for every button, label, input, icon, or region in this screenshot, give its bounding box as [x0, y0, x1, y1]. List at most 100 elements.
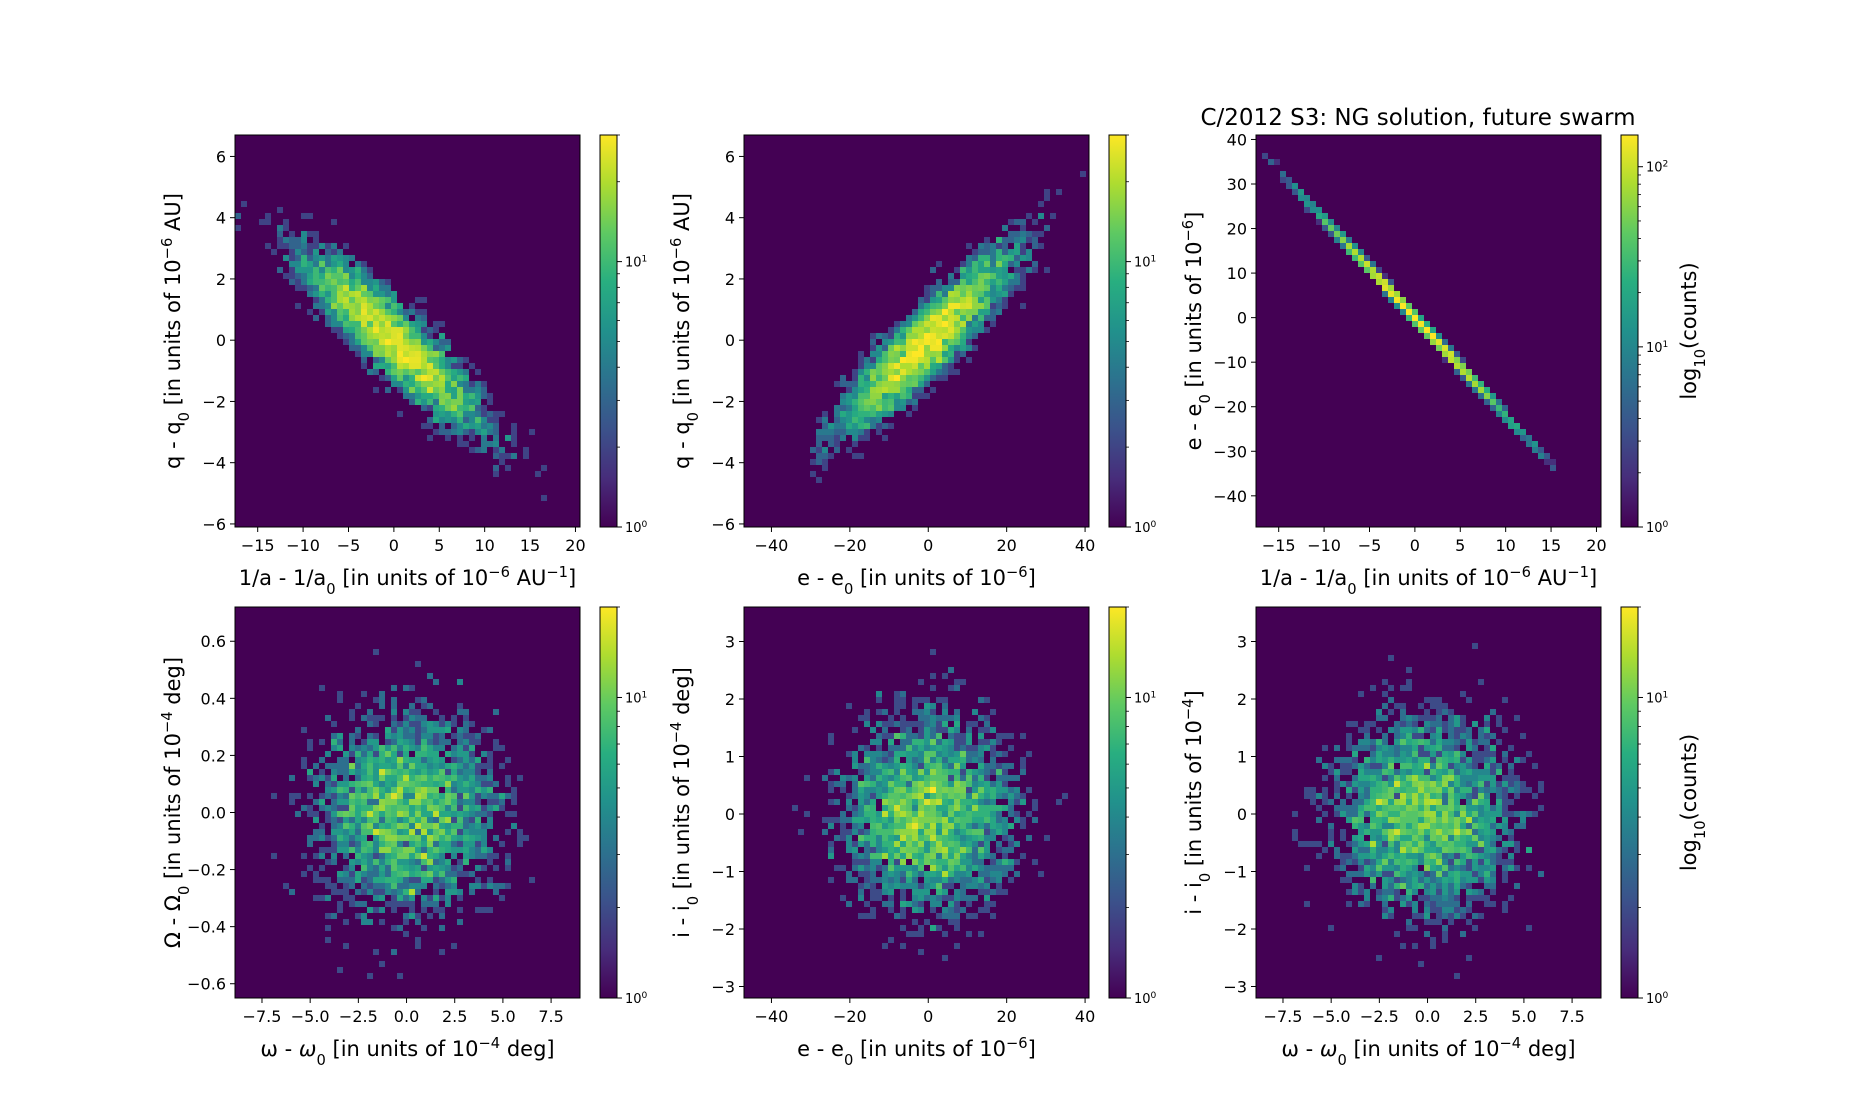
- density-cell: [984, 889, 990, 895]
- density-cell: [966, 231, 972, 237]
- density-cell: [888, 387, 894, 393]
- density-cell: [337, 291, 343, 297]
- density-cell: [301, 871, 307, 877]
- density-cell: [1448, 697, 1454, 703]
- density-cell: [337, 835, 343, 841]
- density-cell: [427, 847, 433, 853]
- density-cell: [379, 721, 385, 727]
- density-cell: [463, 817, 469, 823]
- density-cell: [1014, 817, 1020, 823]
- density-cell: [948, 357, 954, 363]
- density-cell: [1002, 865, 1008, 871]
- density-cell: [391, 811, 397, 817]
- density-cell: [834, 901, 840, 907]
- density-cell: [331, 829, 337, 835]
- density-cell: [403, 345, 409, 351]
- density-cell: [421, 895, 427, 901]
- density-cell: [241, 201, 247, 207]
- density-cell: [427, 745, 433, 751]
- density-cell: [930, 673, 936, 679]
- density-cell: [966, 757, 972, 763]
- density-cell: [936, 327, 942, 333]
- density-cell: [355, 853, 361, 859]
- density-cell: [900, 925, 906, 931]
- density-cell: [882, 697, 888, 703]
- density-cell: [912, 805, 918, 811]
- density-cell: [888, 691, 894, 697]
- density-cell: [517, 423, 523, 429]
- density-cell: [966, 865, 972, 871]
- density-cell: [888, 321, 894, 327]
- density-cell: [984, 859, 990, 865]
- density-cell: [445, 751, 451, 757]
- density-cell: [1382, 709, 1388, 715]
- y-tick-label: −6: [202, 515, 226, 534]
- density-cell: [403, 381, 409, 387]
- density-cell: [912, 835, 918, 841]
- density-cell: [990, 793, 996, 799]
- density-cell: [415, 865, 421, 871]
- density-cell: [936, 787, 942, 793]
- density-cell: [906, 375, 912, 381]
- density-cell: [1430, 327, 1436, 333]
- x-tick-label: 10: [474, 536, 494, 555]
- density-cell: [1002, 817, 1008, 823]
- density-cell: [379, 321, 385, 327]
- density-cell: [391, 685, 397, 691]
- density-cell: [439, 865, 445, 871]
- density-cell: [397, 931, 403, 937]
- density-cell: [948, 805, 954, 811]
- density-cell: [307, 889, 313, 895]
- density-cell: [810, 423, 816, 429]
- density-cell: [403, 369, 409, 375]
- density-cell: [774, 477, 780, 483]
- density-cell: [1580, 495, 1586, 501]
- density-cell: [1436, 715, 1442, 721]
- density-cell: [864, 405, 870, 411]
- density-cell: [822, 817, 828, 823]
- density-cell: [852, 733, 858, 739]
- density-cell: [433, 799, 439, 805]
- density-cell: [313, 907, 319, 913]
- density-cell: [343, 357, 349, 363]
- density-cell: [289, 673, 295, 679]
- density-cell: [1274, 679, 1280, 685]
- density-cell: [505, 883, 511, 889]
- density-cell: [475, 435, 481, 441]
- density-cell: [936, 363, 942, 369]
- density-cell: [984, 267, 990, 273]
- density-cell: [1020, 201, 1026, 207]
- density-cell: [487, 871, 493, 877]
- density-cell: [421, 333, 427, 339]
- density-cell: [816, 477, 822, 483]
- density-cell: [367, 691, 373, 697]
- density-cell: [391, 321, 397, 327]
- density-cell: [828, 787, 834, 793]
- axes-frame: [234, 134, 581, 528]
- density-cell: [1038, 859, 1044, 865]
- density-cell: [523, 703, 529, 709]
- density-cell: [313, 703, 319, 709]
- density-cell: [487, 685, 493, 691]
- density-cell: [505, 465, 511, 471]
- density-cell: [894, 859, 900, 865]
- density-cell: [409, 871, 415, 877]
- density-cell: [421, 811, 427, 817]
- density-cell: [511, 787, 517, 793]
- density-cell: [924, 883, 930, 889]
- density-cell: [463, 889, 469, 895]
- density-cell: [1032, 799, 1038, 805]
- density-cell: [918, 811, 924, 817]
- density-cell: [1026, 793, 1032, 799]
- density-cell: [864, 441, 870, 447]
- density-cell: [870, 709, 876, 715]
- density-cell: [463, 865, 469, 871]
- density-cell: [313, 835, 319, 841]
- density-cell: [900, 823, 906, 829]
- density-cell: [1406, 715, 1412, 721]
- y-tick-label: 30: [1227, 175, 1247, 194]
- density-cell: [427, 877, 433, 883]
- density-cell: [397, 721, 403, 727]
- density-cell: [882, 733, 888, 739]
- density-cell: [1008, 745, 1014, 751]
